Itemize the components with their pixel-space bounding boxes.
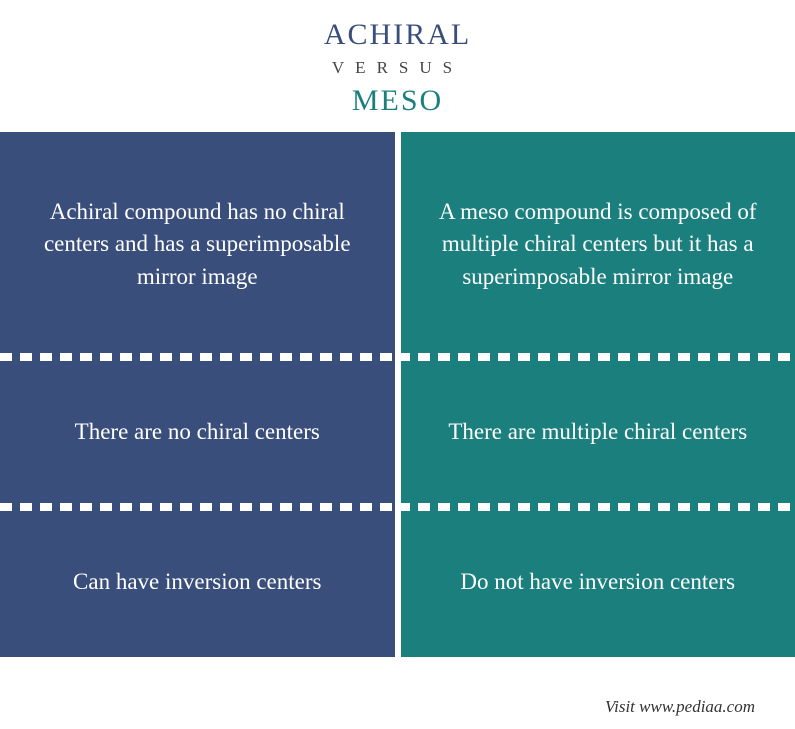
footer-text: Visit www.pediaa.com [605,697,755,717]
footer: Visit www.pediaa.com [0,685,795,729]
cell-right-3: Do not have inversion centers [401,507,795,657]
title-left: ACHIRAL [0,18,795,52]
comparison-grid: Achiral compound has no chiral centers a… [0,132,795,685]
versus-label: VERSUS [0,58,795,78]
header: ACHIRAL VERSUS MESO [0,0,795,132]
title-right: MESO [0,84,795,118]
cell-left-3: Can have inversion centers [0,507,395,657]
cell-left-1: Achiral compound has no chiral centers a… [0,132,395,357]
column-meso: A meso compound is composed of multiple … [398,132,795,685]
comparison-infographic: ACHIRAL VERSUS MESO Achiral compound has… [0,0,795,729]
cell-right-2: There are multiple chiral centers [401,357,795,507]
column-achiral: Achiral compound has no chiral centers a… [0,132,398,685]
cell-right-1: A meso compound is composed of multiple … [401,132,795,357]
cell-left-2: There are no chiral centers [0,357,395,507]
